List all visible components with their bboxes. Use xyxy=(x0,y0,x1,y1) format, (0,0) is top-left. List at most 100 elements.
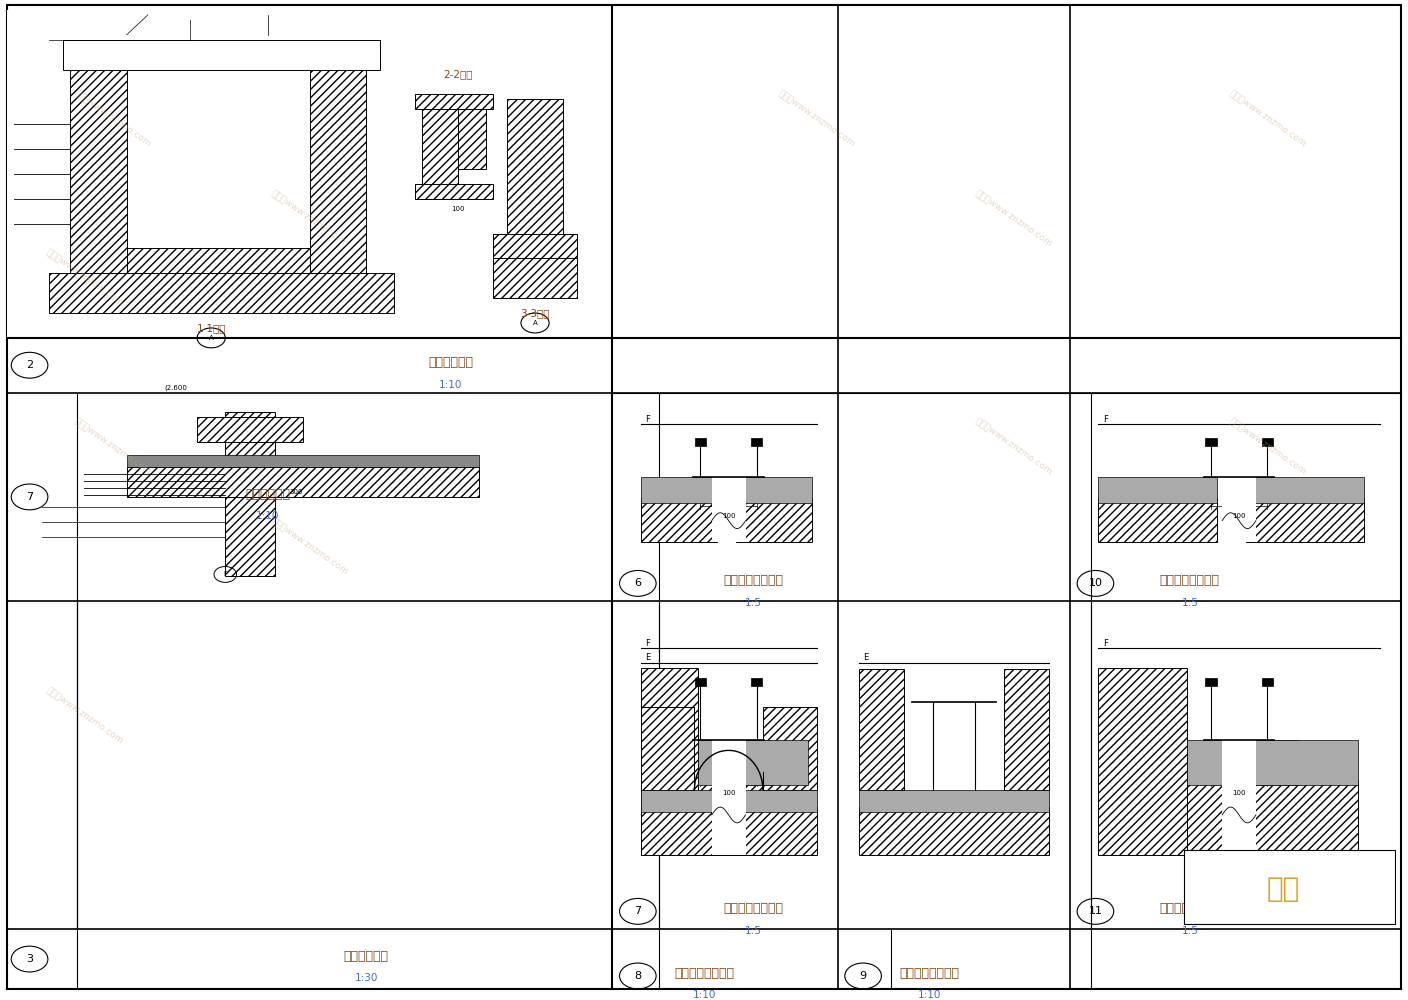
Bar xyxy=(859,669,904,790)
Text: 知荣网www.znzmo.com: 知荣网www.znzmo.com xyxy=(1226,89,1308,149)
Bar xyxy=(493,234,577,258)
Bar xyxy=(493,258,577,298)
Text: A: A xyxy=(532,320,538,326)
Bar xyxy=(698,780,770,855)
Bar xyxy=(458,99,486,169)
Text: 1:5: 1:5 xyxy=(745,598,762,608)
Text: E: E xyxy=(863,653,869,662)
Text: F: F xyxy=(645,639,650,648)
Text: 6: 6 xyxy=(635,578,641,588)
Text: 知荣网www.znzmo.com: 知荣网www.znzmo.com xyxy=(44,686,125,746)
Bar xyxy=(696,678,705,686)
Text: 1:10: 1:10 xyxy=(439,380,462,390)
Bar xyxy=(63,40,380,70)
Bar xyxy=(415,184,493,199)
Bar xyxy=(225,497,275,576)
Bar xyxy=(1246,477,1364,503)
Text: 100: 100 xyxy=(1232,513,1246,519)
Bar xyxy=(641,477,717,503)
Bar xyxy=(197,417,303,442)
Text: 10: 10 xyxy=(1088,578,1102,588)
Text: 知荣网www.znzmo.com: 知荣网www.znzmo.com xyxy=(269,517,351,577)
Text: F: F xyxy=(1102,415,1108,424)
Bar xyxy=(1205,678,1217,686)
Text: 3: 3 xyxy=(27,954,32,964)
Text: 9: 9 xyxy=(859,971,867,981)
Text: 地面变形缝（二）: 地面变形缝（二） xyxy=(1160,902,1219,915)
Bar xyxy=(735,477,811,503)
Text: 柱廊立面详图: 柱廊立面详图 xyxy=(344,950,389,963)
Text: 平屋面女儿墙: 平屋面女儿墙 xyxy=(245,488,290,501)
Text: ID: 1126240696: ID: 1126240696 xyxy=(1239,909,1328,919)
Bar xyxy=(49,273,394,313)
Text: 屋面变形缝（二）: 屋面变形缝（二） xyxy=(900,967,959,980)
Text: 知荣: 知荣 xyxy=(1267,875,1300,903)
Bar xyxy=(1205,438,1217,446)
Bar xyxy=(1187,780,1300,855)
Text: 2: 2 xyxy=(25,360,34,370)
Bar xyxy=(1098,498,1217,542)
Text: 地面变形缝（一）: 地面变形缝（一） xyxy=(1160,574,1219,587)
Text: 知荣网www.znzmo.com: 知荣网www.znzmo.com xyxy=(44,248,125,308)
Bar xyxy=(1222,730,1256,855)
Bar xyxy=(859,790,1049,812)
Text: 3-3剖面: 3-3剖面 xyxy=(521,308,549,318)
Bar xyxy=(752,438,763,446)
Text: 100: 100 xyxy=(722,513,735,519)
Bar xyxy=(641,498,717,542)
Bar xyxy=(711,730,746,855)
Bar xyxy=(1184,850,1395,924)
Bar xyxy=(127,467,479,497)
Text: 知荣网www.znzmo.com: 知荣网www.znzmo.com xyxy=(72,89,153,149)
Bar xyxy=(127,455,479,467)
Text: E: E xyxy=(645,653,650,662)
Text: 知荣网www.znzmo.com: 知荣网www.znzmo.com xyxy=(973,417,1055,477)
Bar xyxy=(698,740,770,785)
Text: 知荣网www.znzmo.com: 知荣网www.znzmo.com xyxy=(269,189,351,249)
Text: 7: 7 xyxy=(25,492,34,502)
Bar xyxy=(7,10,612,338)
Bar xyxy=(641,707,694,790)
Bar xyxy=(422,99,458,199)
Bar xyxy=(763,707,817,790)
Bar xyxy=(70,45,127,273)
Text: 1:5: 1:5 xyxy=(1181,926,1198,936)
Text: 1:10: 1:10 xyxy=(693,990,715,1000)
Text: 100: 100 xyxy=(1232,790,1246,796)
Text: 1:5: 1:5 xyxy=(745,926,762,936)
Text: 楼面变形缝（一）: 楼面变形缝（一） xyxy=(724,574,783,587)
Text: 知荣网www.znzmo.com: 知荣网www.znzmo.com xyxy=(973,189,1055,249)
Bar xyxy=(641,790,817,812)
Text: (2.600: (2.600 xyxy=(165,384,187,391)
Bar xyxy=(1004,669,1049,790)
Bar xyxy=(859,807,1049,855)
Text: 楼面变形缝（二）: 楼面变形缝（二） xyxy=(724,902,783,915)
Text: 1:30: 1:30 xyxy=(355,973,377,983)
Text: 1:5: 1:5 xyxy=(1181,598,1198,608)
Bar xyxy=(415,94,493,109)
Bar xyxy=(1262,438,1273,446)
Text: 知荣网www.znzmo.com: 知荣网www.znzmo.com xyxy=(776,89,857,149)
Bar xyxy=(225,412,275,562)
Bar xyxy=(735,498,811,542)
Text: F: F xyxy=(645,415,650,424)
Bar xyxy=(310,45,366,273)
Bar xyxy=(507,99,563,258)
Text: 100: 100 xyxy=(722,790,735,796)
Bar xyxy=(735,780,808,855)
Bar xyxy=(1262,678,1273,686)
Bar xyxy=(752,678,763,686)
Text: 300: 300 xyxy=(289,489,303,495)
Bar xyxy=(1246,498,1364,542)
Text: 8: 8 xyxy=(634,971,642,981)
Bar xyxy=(1222,470,1256,542)
Text: 7: 7 xyxy=(634,906,642,916)
Text: 知荣网www.znzmo.com: 知荣网www.znzmo.com xyxy=(1226,417,1308,477)
Bar xyxy=(127,248,310,273)
Bar xyxy=(696,438,705,446)
Bar xyxy=(735,740,808,785)
Text: 11: 11 xyxy=(1088,906,1102,916)
Text: 知荣网www.znzmo.com: 知荣网www.znzmo.com xyxy=(72,417,153,477)
Bar xyxy=(711,470,746,542)
Text: F: F xyxy=(224,571,227,577)
